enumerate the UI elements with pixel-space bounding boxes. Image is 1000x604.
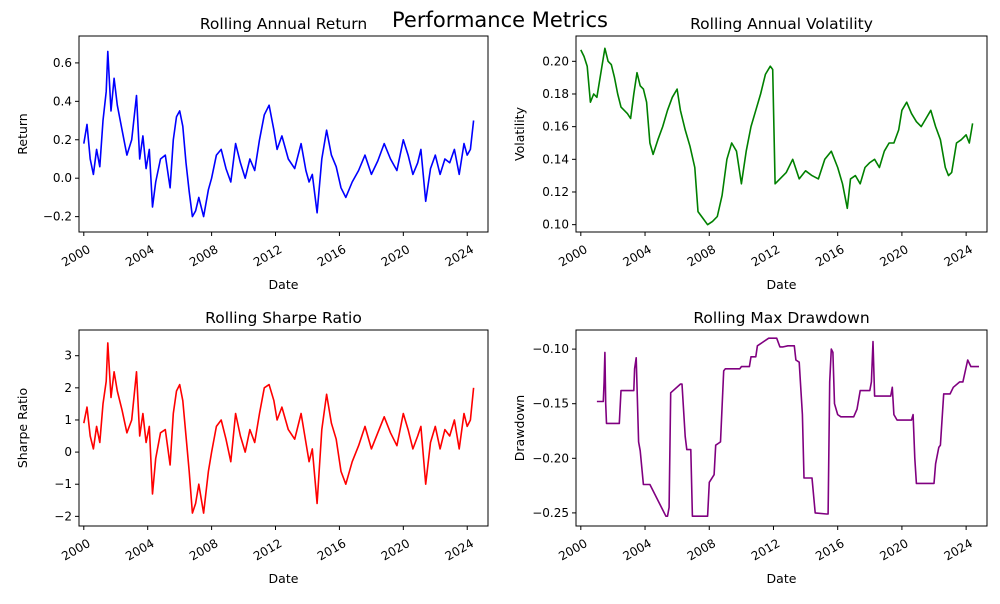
x-tick-label: 2024: [942, 242, 975, 269]
x-tick-label: 2012: [251, 242, 284, 269]
y-axis-label: Sharpe Ratio: [15, 388, 30, 468]
y-tick-label: −1: [54, 477, 72, 491]
y-axis-label: Volatility: [512, 106, 527, 161]
x-tick-label: 2008: [187, 536, 220, 563]
chart-panel-3: 2000 2004 2008 2012 2016 2020 2024 −2 −1 0 1 2 3 Roll…: [15, 309, 489, 586]
x-tick-label: 2020: [877, 536, 910, 563]
series-line: [83, 50, 475, 218]
y-tick-label: 0.6: [53, 56, 72, 70]
x-tick-label: 2012: [749, 242, 782, 269]
chart-panel-4: 2000 2004 2008 2012 2016 2020 2024 −0.25 −0.20 −0…: [512, 309, 988, 586]
chart-panel-1: 2000 2004 2008 2012 2016 2020 2024 −0.2 0.0 0.2 0.…: [15, 15, 489, 292]
panel-title: Rolling Max Drawdown: [693, 309, 869, 327]
x-tick-label: 2008: [685, 242, 718, 269]
x-tick-label: 2004: [620, 536, 653, 563]
x-tick-label: 2000: [556, 242, 589, 269]
y-tick-label: 2: [64, 381, 72, 395]
y-tick-label: 3: [64, 349, 72, 363]
y-tick-label: 0.14: [542, 152, 569, 166]
y-tick-label: 0.2: [53, 133, 72, 147]
y-tick-label: 0.12: [542, 185, 569, 199]
y-tick-label: 0.0: [53, 171, 72, 185]
series-line: [580, 47, 974, 226]
x-tick-label: 2012: [251, 536, 284, 563]
x-tick-label: 2020: [379, 536, 412, 563]
y-tick-label: −0.10: [532, 342, 569, 356]
x-tick-label: 2004: [123, 242, 156, 269]
y-tick-label: 0.16: [542, 120, 569, 134]
y-tick-label: 1: [64, 413, 72, 427]
x-tick-label: 2004: [620, 242, 653, 269]
axes-frame: [78, 35, 489, 233]
y-tick-label: 0.4: [53, 94, 72, 108]
x-tick-label: 2016: [315, 536, 348, 563]
y-tick-label: 0.10: [542, 218, 569, 232]
x-tick-label: 2024: [443, 242, 476, 269]
x-tick-label: 2024: [942, 536, 975, 563]
y-tick-label: −0.2: [43, 210, 72, 224]
panel-title: Rolling Annual Return: [200, 15, 367, 33]
y-tick-label: 0.18: [542, 87, 569, 101]
x-axis-label: Date: [767, 277, 797, 292]
panel-title: Rolling Annual Volatility: [690, 15, 873, 33]
x-tick-label: 2012: [749, 536, 782, 563]
figure-title: Performance Metrics: [392, 8, 608, 32]
y-tick-label: −0.15: [532, 397, 569, 411]
x-tick-label: 2016: [315, 242, 348, 269]
series-line: [596, 337, 979, 518]
panel-title: Rolling Sharpe Ratio: [205, 309, 362, 327]
x-tick-label: 2000: [59, 242, 92, 269]
series-line: [83, 342, 475, 514]
y-tick-label: −0.25: [532, 506, 569, 520]
y-tick-label: −2: [54, 509, 72, 523]
y-tick-label: −0.20: [532, 451, 569, 465]
x-axis-label: Date: [269, 277, 299, 292]
y-tick-label: 0.20: [542, 54, 569, 68]
y-tick-label: 0: [64, 445, 72, 459]
axes-frame: [575, 35, 988, 233]
x-tick-label: 2000: [556, 536, 589, 563]
axes-frame: [78, 329, 489, 527]
x-tick-label: 2016: [813, 536, 846, 563]
axes-frame: [575, 329, 988, 527]
x-tick-label: 2004: [123, 536, 156, 563]
x-tick-label: 2000: [59, 536, 92, 563]
x-tick-label: 2020: [877, 242, 910, 269]
x-tick-label: 2008: [685, 536, 718, 563]
x-axis-label: Date: [269, 571, 299, 586]
y-axis-label: Drawdown: [512, 395, 527, 461]
x-tick-label: 2024: [443, 536, 476, 563]
chart-panel-2: 2000 2004 2008 2012 2016 2020 2024 0.10 0.12 0.14…: [512, 15, 988, 292]
x-axis-label: Date: [767, 571, 797, 586]
x-tick-label: 2020: [379, 242, 412, 269]
y-axis-label: Return: [15, 113, 30, 154]
x-tick-label: 2008: [187, 242, 220, 269]
x-tick-label: 2016: [813, 242, 846, 269]
